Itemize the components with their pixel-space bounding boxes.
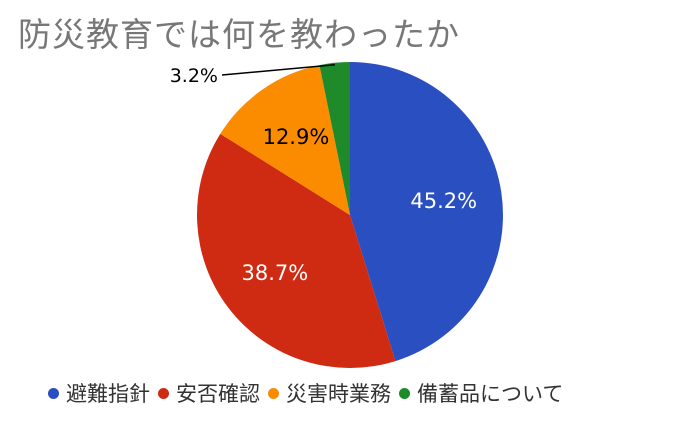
legend-item: 備蓄品について bbox=[399, 378, 563, 408]
leader-line bbox=[221, 64, 335, 76]
legend-swatch bbox=[48, 387, 59, 399]
legend-item: 災害時業務 bbox=[268, 378, 391, 408]
slice-label: 38.7% bbox=[242, 261, 309, 285]
slice-label: 12.9% bbox=[263, 125, 330, 149]
legend-item: 避難指針 bbox=[48, 378, 150, 408]
legend-swatch bbox=[268, 387, 279, 399]
pie-labels: 45.2% 38.7% 12.9% 3.2% bbox=[170, 64, 477, 285]
legend-label: 避難指針 bbox=[66, 382, 150, 406]
chart-title: 防災教育では何を教わったか bbox=[18, 15, 460, 54]
slice-evacuation bbox=[350, 62, 503, 362]
legend-item: 安否確認 bbox=[158, 378, 260, 408]
slice-disaster-work bbox=[220, 65, 350, 215]
slice-label: 45.2% bbox=[410, 189, 477, 213]
slice-stockpile bbox=[319, 61, 350, 215]
legend-swatch bbox=[399, 387, 410, 399]
pie-slices bbox=[197, 61, 503, 368]
legend-label: 災害時業務 bbox=[286, 382, 391, 406]
legend-swatch bbox=[158, 387, 169, 399]
legend: 避難指針 安否確認 災害時業務 備蓄品について bbox=[48, 378, 571, 408]
legend-label: 備蓄品について bbox=[417, 382, 564, 406]
slice-label: 3.2% bbox=[170, 65, 218, 87]
legend-label: 安否確認 bbox=[176, 382, 260, 406]
slice-safety-check bbox=[197, 133, 396, 368]
